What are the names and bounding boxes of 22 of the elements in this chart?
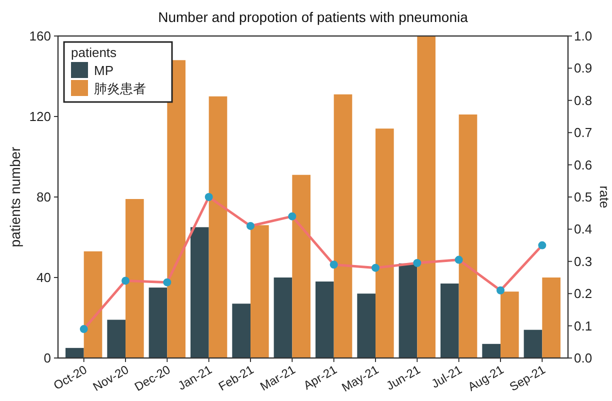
y-axis-title: patients number bbox=[7, 146, 23, 248]
y2-tick-label: 0.3 bbox=[574, 254, 592, 269]
y2-tick-label: 0.8 bbox=[574, 92, 592, 108]
y-tick-label: 160 bbox=[29, 28, 51, 44]
y2-axis-title: rate bbox=[597, 186, 612, 208]
y-tick-label: 120 bbox=[29, 109, 51, 124]
y2-tick-label: 0.9 bbox=[574, 60, 592, 76]
legend-label: 肺炎患者 bbox=[94, 81, 146, 96]
legend-label: MP bbox=[94, 63, 114, 78]
chart-title: Number and propotion of patients with pneumonia bbox=[158, 9, 468, 25]
y2-tick-label: 0.5 bbox=[574, 190, 592, 204]
y2-tick-label: 0.7 bbox=[574, 125, 592, 140]
y-tick-label: 0 bbox=[44, 350, 51, 366]
legend-title: patients bbox=[71, 45, 118, 60]
y2-tick-label: 0.4 bbox=[574, 222, 592, 237]
y-tick-label: 40 bbox=[36, 270, 51, 285]
y-tick-label: 80 bbox=[36, 190, 51, 204]
y2-tick-label: 0.1 bbox=[574, 318, 592, 334]
y2-tick-label: 0.2 bbox=[574, 286, 592, 302]
y2-tick-label: 0.6 bbox=[574, 157, 592, 172]
y2-tick-label: 0.0 bbox=[574, 350, 592, 366]
y2-tick-label: 1.0 bbox=[574, 28, 592, 44]
